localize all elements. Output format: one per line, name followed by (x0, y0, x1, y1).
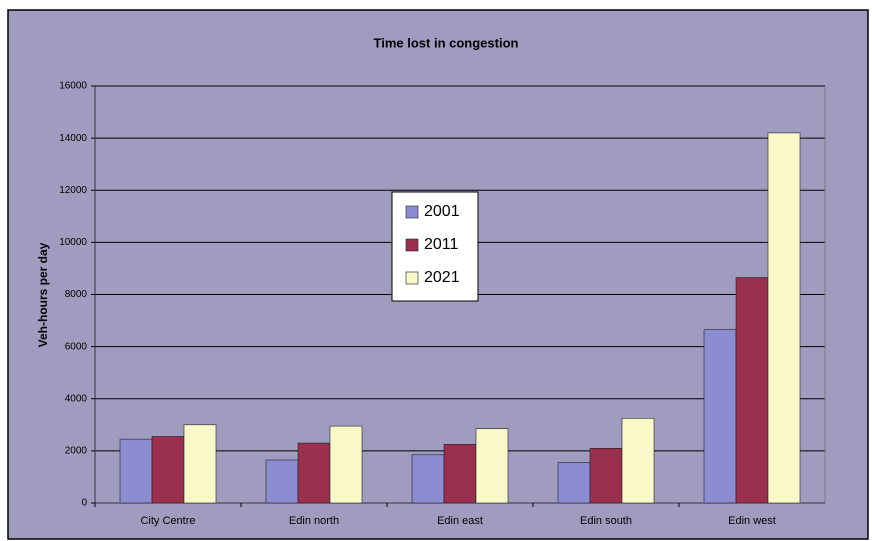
y-tick-label: 8000 (65, 289, 88, 300)
bar (475, 428, 509, 504)
x-tick-label: Edin north (289, 515, 339, 527)
bar (265, 459, 299, 504)
bar (443, 444, 477, 504)
bar (557, 462, 591, 504)
bar (767, 132, 801, 504)
legend-swatch (405, 205, 419, 219)
bar (735, 277, 769, 504)
bar (621, 417, 655, 504)
y-tick-label: 6000 (65, 341, 88, 352)
y-tick-label: 16000 (59, 81, 87, 92)
x-tick-label: Edin west (728, 515, 776, 527)
legend-swatch (405, 238, 419, 252)
bar (297, 442, 331, 504)
bar (151, 436, 185, 504)
y-tick-label: 14000 (59, 133, 87, 144)
y-tick-label: 10000 (59, 237, 87, 248)
y-tick-label: 12000 (59, 185, 87, 196)
legend-swatch (405, 271, 419, 285)
bar (411, 454, 445, 504)
legend-label: 2021 (424, 269, 460, 286)
legend-label: 2001 (424, 203, 460, 220)
bar (589, 447, 623, 504)
bar (703, 329, 737, 504)
chart-title: Time lost in congestion (374, 35, 519, 50)
x-tick-label: Edin south (580, 515, 632, 527)
x-tick-label: City Centre (140, 515, 195, 527)
bar (183, 424, 217, 504)
y-tick-label: 4000 (65, 393, 88, 404)
bar (329, 425, 363, 504)
legend-label: 2011 (424, 236, 459, 253)
y-axis-label: Veh-hours per day (36, 242, 50, 347)
x-tick-label: Edin east (437, 515, 483, 527)
y-tick-label: 2000 (65, 446, 88, 457)
y-tick-label: 0 (81, 498, 87, 509)
bar (119, 438, 153, 504)
